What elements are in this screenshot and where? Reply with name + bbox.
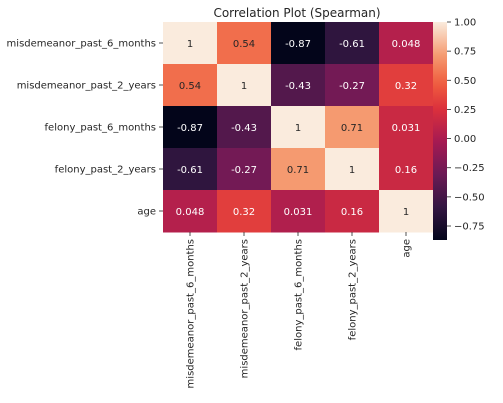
cell-value-label: -0.61: [177, 165, 203, 176]
cell-value-label: 0.048: [176, 207, 205, 218]
heatmap-cell: [379, 106, 434, 149]
column-label: felony_past_2_years: [348, 239, 359, 340]
colorbar-tick-label: 0.75: [454, 47, 476, 58]
cell-value-label: 1: [187, 39, 193, 50]
cell-value-label: 0.16: [341, 207, 363, 218]
cell-value-label: 0.16: [395, 165, 417, 176]
row-labels: misdemeanor_past_6_months misdemeanor_pas…: [7, 39, 163, 218]
heatmap-cell: [325, 64, 380, 107]
colorbar-tick-label: −0.50: [454, 192, 485, 203]
heatmap-cell: [325, 22, 380, 65]
cell-value-label: 0.54: [179, 81, 201, 92]
column-label: felony_past_6_months: [294, 239, 305, 350]
heatmap-cell: [271, 64, 326, 107]
heatmap-cell: [163, 106, 218, 149]
chart-title: Correlation Plot (Spearman): [213, 6, 380, 20]
column-label: age: [402, 239, 413, 258]
cell-value-label: -0.87: [285, 39, 311, 50]
colorbar-tick-label: 0.00: [454, 134, 476, 145]
heatmap-cell: [325, 190, 380, 233]
cell-value-label: -0.87: [177, 123, 203, 134]
cell-value-label: 0.71: [287, 165, 309, 176]
colorbar-tick-label: −0.25: [454, 163, 485, 174]
cell-value-label: 0.031: [392, 123, 421, 134]
colorbar-ticks: 1.00 0.75 0.50 0.25 0.00 −0.25 −0.50 −0.75: [447, 18, 485, 233]
colorbar-tick-label: 0.25: [454, 105, 476, 116]
column-label: misdemeanor_past_6_months: [186, 239, 197, 388]
heatmap-cell: [217, 148, 272, 191]
colorbar: [433, 22, 447, 240]
heatmap-cell: [163, 64, 218, 107]
heatmap-cell: [379, 148, 434, 191]
cell-value-label: 1: [349, 165, 355, 176]
heatmap-cell: [217, 64, 272, 107]
colorbar-tick-label: 0.50: [454, 76, 476, 87]
cell-value-label: 0.048: [392, 39, 421, 50]
cell-value-label: 1: [403, 207, 409, 218]
row-label: misdemeanor_past_6_months: [7, 39, 156, 50]
heatmap-cell: [217, 106, 272, 149]
heatmap-cell: [271, 148, 326, 191]
cell-value-label: -0.43: [231, 123, 257, 134]
cell-value-label: 0.54: [233, 39, 255, 50]
cell-value-label: 0.32: [233, 207, 255, 218]
cell-value-label: -0.27: [339, 81, 365, 92]
cell-value-label: -0.27: [231, 165, 257, 176]
colorbar-tick-label: 1.00: [454, 18, 476, 29]
heatmap-cell: [163, 148, 218, 191]
heatmap-cell: [379, 190, 434, 233]
heatmap-cell: [163, 190, 218, 233]
heatmap-cell: [217, 22, 272, 65]
cell-value-label: -0.61: [339, 39, 365, 50]
column-labels: misdemeanor_past_6_months misdemeanor_pas…: [186, 232, 413, 388]
heatmap-cells: 1 0.54 -0.87 -0.61 0.048 0.54 1 -0.43 -0.27 0.32 -…: [163, 22, 434, 233]
row-label: felony_past_6_months: [45, 123, 156, 134]
cell-value-label: 0.031: [284, 207, 313, 218]
heatmap-cell: [379, 22, 434, 65]
heatmap-cell: [325, 148, 380, 191]
colorbar-tick-label: −0.75: [454, 222, 485, 233]
heatmap-cell: [271, 190, 326, 233]
row-label: misdemeanor_past_2_years: [17, 81, 156, 92]
heatmap-cell: [163, 22, 218, 65]
heatmap-cell: [379, 64, 434, 107]
heatmap-cell: [325, 106, 380, 149]
column-label: misdemeanor_past_2_years: [240, 239, 251, 378]
cell-value-label: -0.43: [285, 81, 311, 92]
cell-value-label: 1: [241, 81, 247, 92]
heatmap-cell: [271, 106, 326, 149]
heatmap-cell: [271, 22, 326, 65]
cell-value-label: 0.32: [395, 81, 417, 92]
cell-value-label: 1: [295, 123, 301, 134]
row-label: age: [137, 207, 156, 218]
row-label: felony_past_2_years: [55, 165, 156, 176]
cell-value-label: 0.71: [341, 123, 363, 134]
heatmap-cell: [217, 190, 272, 233]
